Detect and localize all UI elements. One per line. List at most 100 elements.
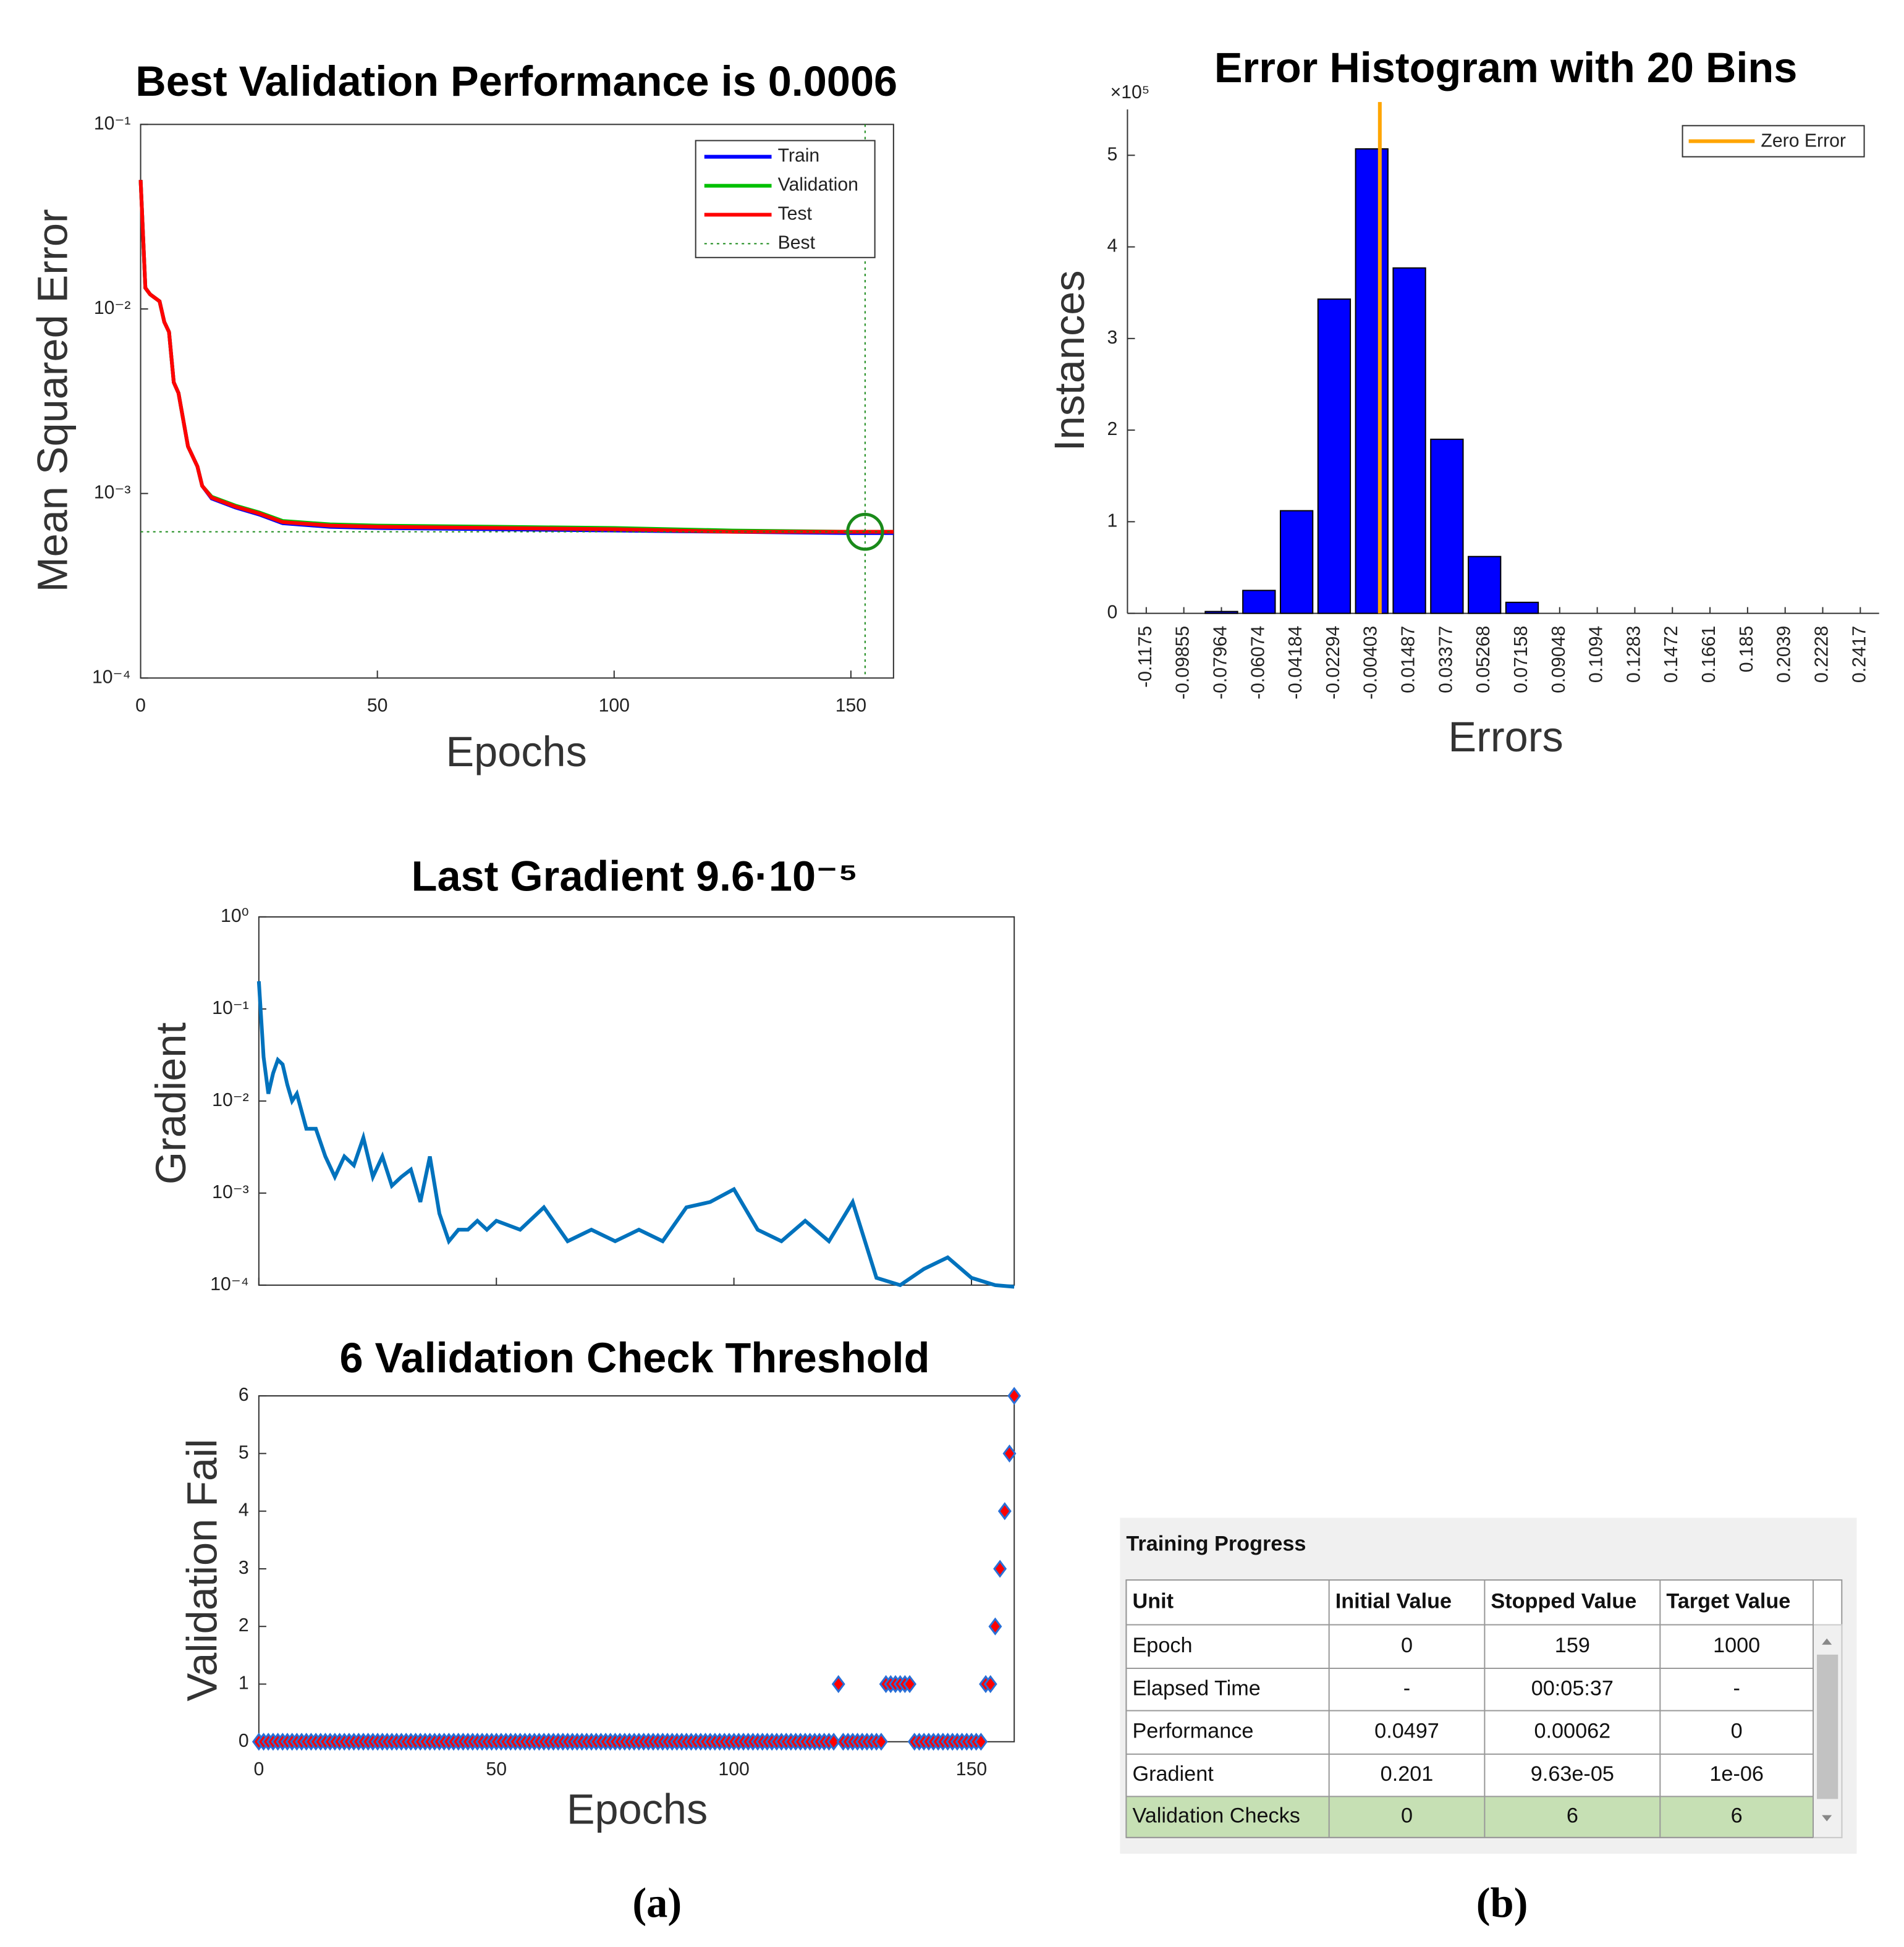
x-tick-label: 150 [956, 1759, 987, 1780]
scroll-arrow [1822, 1638, 1832, 1645]
plot-area [140, 124, 894, 679]
y-axis-label: Gradient [147, 1023, 195, 1185]
x-tick-label: -0.1175 [1135, 626, 1156, 688]
table-cell: 0.00062 [1534, 1720, 1610, 1743]
x-tick-label: 0.1472 [1661, 626, 1682, 683]
line-series [138, 180, 894, 534]
y-tick-label: 2 [1107, 419, 1118, 439]
table-header: Target Value [1666, 1589, 1790, 1613]
table-cell: 9.63e-05 [1531, 1762, 1614, 1786]
x-tick-label: 0.05268 [1473, 626, 1494, 693]
table-cell: 0.201 [1381, 1762, 1434, 1786]
table-cell: Epoch [1132, 1634, 1192, 1657]
point [988, 1617, 1002, 1636]
table-cell: - [1403, 1676, 1410, 1700]
point [827, 1733, 841, 1751]
bar [1505, 601, 1539, 614]
point [983, 1675, 997, 1694]
point [831, 1675, 845, 1694]
point [1002, 1444, 1017, 1463]
x-tick-label: -0.09855 [1173, 626, 1193, 699]
table-cell: Performance [1132, 1720, 1253, 1743]
y-tick-label: 10⁻³ [94, 483, 131, 503]
table-cell: 0 [1401, 1634, 1413, 1657]
y-tick-label: 1 [1107, 510, 1118, 531]
y-tick-label: 10⁻² [212, 1090, 249, 1110]
point [874, 1733, 888, 1751]
bar [1355, 148, 1389, 614]
bar [1317, 298, 1352, 614]
x-axis-label: Epochs [446, 728, 587, 775]
y-tick-label: 2 [239, 1615, 249, 1636]
x-tick-label: -0.02294 [1323, 626, 1343, 699]
y-tick-label: 10⁻⁴ [210, 1274, 248, 1294]
table-cell: 0.0497 [1374, 1720, 1439, 1743]
bar [1279, 510, 1314, 614]
x-tick-label: -0.04184 [1285, 626, 1306, 699]
y-tick-label: 6 [239, 1385, 249, 1405]
x-tick-label: -0.06074 [1248, 626, 1268, 699]
y-tick-label: 3 [239, 1558, 249, 1578]
x-tick-label: 100 [599, 696, 630, 716]
x-tick-label: 0.2417 [1849, 626, 1869, 683]
y-tick-label: 10⁻³ [212, 1182, 249, 1202]
point [1007, 1387, 1022, 1405]
line-series [256, 981, 1015, 1289]
x-tick-label: -0.00403 [1361, 626, 1381, 699]
table-cell: 6 [1731, 1804, 1743, 1828]
table-cell: 0 [1401, 1804, 1413, 1828]
y-tick-label: 5 [1107, 144, 1118, 164]
caption: (a) [632, 1879, 682, 1926]
table-header: Stopped Value [1491, 1589, 1636, 1613]
y-tick-label: 10⁻¹ [94, 113, 131, 133]
chart-title: Error Histogram with 20 Bins [1214, 44, 1797, 91]
y-tick-label: 4 [239, 1500, 249, 1521]
x-tick-label: 0.185 [1737, 626, 1757, 673]
legend [695, 140, 876, 258]
y-tick-label: 0 [239, 1731, 249, 1751]
y-tick-label: 1 [239, 1673, 249, 1693]
point [993, 1560, 1007, 1578]
point [997, 1502, 1012, 1521]
x-tick-label: 0.2228 [1811, 626, 1832, 683]
x-tick-label: 50 [486, 1759, 507, 1780]
x-tick-label: 0 [135, 696, 146, 716]
y-tick-label: 10⁰ [221, 906, 249, 926]
y-tick-label: 5 [239, 1442, 249, 1463]
legend-label: Validation [778, 175, 858, 195]
x-tick-label: -0.07964 [1210, 626, 1230, 699]
bar [1204, 610, 1238, 614]
table-cell: 6 [1567, 1804, 1578, 1828]
x-tick-label: 150 [836, 696, 866, 716]
table-cell: Validation Checks [1132, 1804, 1300, 1828]
x-tick-label: 0.07158 [1511, 626, 1531, 693]
table-cell: 1000 [1713, 1634, 1760, 1657]
scrollbar-thumb [1817, 1654, 1838, 1799]
legend-label: Zero Error [1761, 131, 1846, 151]
y-tick-label: 0 [1107, 602, 1118, 623]
y-axis-label: Instances [1046, 270, 1093, 451]
y-axis-label: Mean Squared Error [29, 209, 77, 592]
table-title: Training Progress [1126, 1532, 1306, 1556]
x-tick-label: 0.03377 [1436, 626, 1456, 693]
legend-label: Best [778, 232, 816, 253]
table-cell: Gradient [1132, 1762, 1214, 1786]
y-tick-label: 10⁻¹ [212, 998, 249, 1018]
x-tick-label: 0.2039 [1774, 626, 1795, 683]
x-tick-label: 0.1094 [1586, 626, 1607, 683]
chart-title: 6 Validation Check Threshold [340, 1334, 930, 1382]
chart-title: Best Validation Performance is 0.0006 [135, 57, 897, 105]
table-cell: 00:05:37 [1531, 1676, 1614, 1700]
table-cell: 0 [1731, 1720, 1743, 1743]
x-tick-label: 0 [253, 1759, 264, 1780]
table-cell: 159 [1555, 1634, 1590, 1657]
y-tick-label: 10⁻⁴ [92, 667, 130, 687]
table-cell: 1e-06 [1709, 1762, 1764, 1786]
y-tick-label: 10⁻² [94, 298, 131, 318]
bar [1430, 438, 1464, 614]
scroll-arrow [1822, 1815, 1832, 1822]
bar [1468, 555, 1502, 614]
point [903, 1675, 917, 1694]
caption: (b) [1476, 1879, 1528, 1926]
